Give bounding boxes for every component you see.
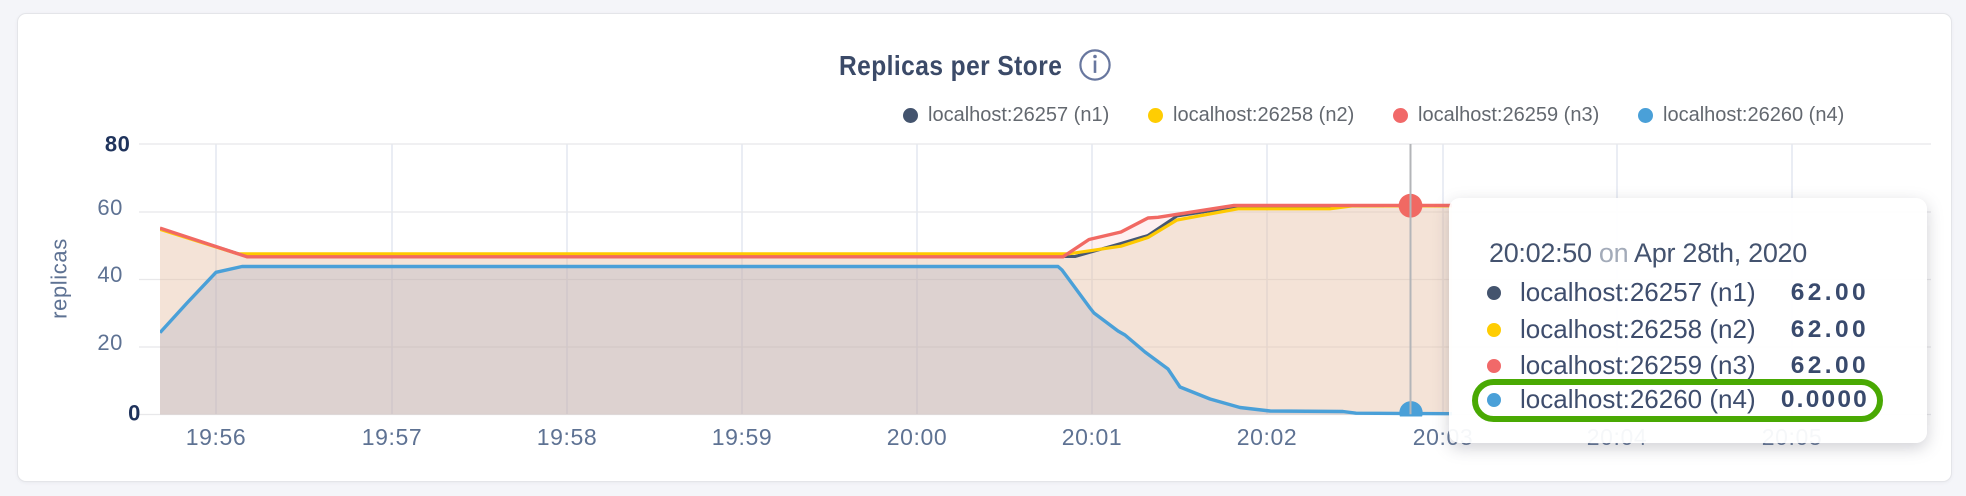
svg-text:20:02: 20:02 (1237, 424, 1298, 450)
svg-text:60: 60 (97, 195, 123, 220)
svg-text:0: 0 (128, 401, 141, 426)
svg-text:19:59: 19:59 (712, 424, 773, 450)
svg-text:20:00: 20:00 (887, 424, 948, 450)
svg-text:19:57: 19:57 (362, 424, 423, 450)
svg-text:replicas: replicas (47, 238, 72, 319)
svg-text:19:58: 19:58 (537, 424, 598, 450)
svg-text:20: 20 (97, 330, 123, 355)
svg-text:40: 40 (97, 262, 123, 287)
svg-text:20:01: 20:01 (1062, 424, 1123, 450)
svg-text:80: 80 (105, 132, 131, 157)
svg-text:19:56: 19:56 (186, 424, 247, 450)
